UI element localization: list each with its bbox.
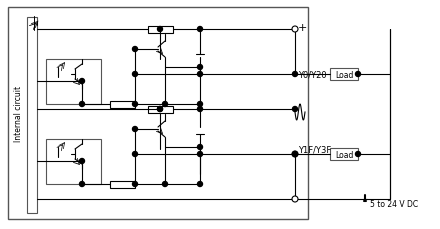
Circle shape [198, 152, 202, 157]
Circle shape [356, 152, 360, 157]
Bar [110, 181, 135, 188]
Circle shape [158, 27, 162, 32]
Circle shape [132, 102, 138, 107]
Circle shape [158, 107, 162, 112]
Circle shape [198, 102, 202, 107]
Circle shape [132, 47, 138, 52]
Text: 5 to 24 V DC: 5 to 24 V DC [370, 200, 418, 209]
Circle shape [132, 152, 138, 157]
Circle shape [292, 196, 298, 202]
Circle shape [162, 102, 168, 107]
Polygon shape [51, 68, 58, 78]
Bar [148, 27, 173, 34]
Circle shape [158, 107, 162, 112]
Circle shape [292, 27, 298, 33]
Circle shape [356, 72, 360, 77]
Bar [330, 69, 358, 81]
Text: Load: Load [335, 70, 353, 79]
Text: Load: Load [335, 150, 353, 159]
Circle shape [132, 182, 138, 187]
Circle shape [80, 79, 84, 84]
Bar [46, 139, 101, 184]
Circle shape [198, 65, 202, 70]
Circle shape [198, 27, 202, 32]
Polygon shape [31, 19, 36, 29]
Circle shape [80, 102, 84, 107]
Bar [27, 18, 37, 213]
Circle shape [293, 107, 297, 112]
Polygon shape [196, 128, 204, 134]
Circle shape [198, 107, 202, 112]
Bar [46, 60, 101, 105]
Bar [148, 106, 173, 114]
Text: +: + [298, 23, 308, 33]
Text: Y1F/Y3F: Y1F/Y3F [298, 145, 331, 154]
Text: −: − [298, 194, 308, 204]
Circle shape [162, 182, 168, 187]
Bar [8, 8, 308, 219]
Bar [330, 148, 358, 160]
Circle shape [198, 182, 202, 187]
Text: Internal circuit: Internal circuit [14, 86, 22, 142]
Circle shape [132, 72, 138, 77]
Polygon shape [196, 48, 204, 55]
Circle shape [198, 72, 202, 77]
Circle shape [132, 127, 138, 132]
Circle shape [80, 182, 84, 187]
Circle shape [292, 151, 298, 157]
Polygon shape [51, 147, 58, 157]
Circle shape [293, 72, 297, 77]
Text: Y0/Y20: Y0/Y20 [298, 70, 326, 79]
Circle shape [80, 159, 84, 164]
Circle shape [293, 152, 297, 157]
Circle shape [198, 145, 202, 150]
Bar [110, 101, 135, 109]
